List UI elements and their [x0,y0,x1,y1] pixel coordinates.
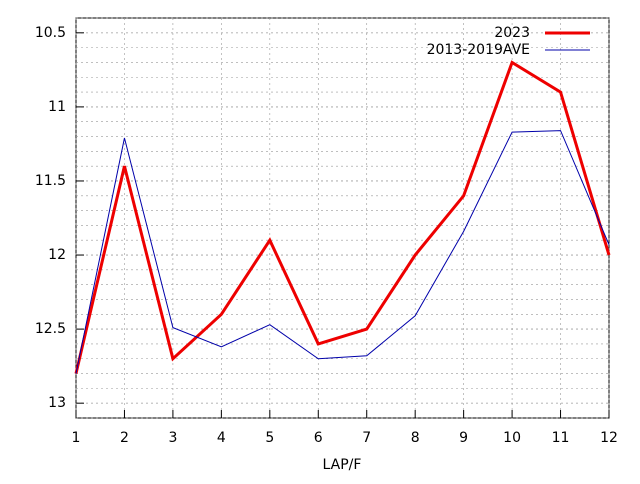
y-tick-label: 12.5 [35,321,66,337]
y-tick-label: 11.5 [35,173,66,189]
x-tick-label: 12 [600,430,618,446]
x-tick-label: 7 [362,430,371,446]
x-tick-label: 6 [314,430,323,446]
line-series [74,60,611,374]
x-tick-label: 2 [120,430,129,446]
x-tick-label: 9 [459,430,468,446]
legend-label: 2023 [494,25,530,41]
legend-label: 2013-2019AVE [427,42,530,58]
x-axis-label: LAP/F [323,457,362,473]
plot-frame [75,17,610,419]
y-tick-label: 10.5 [35,25,66,41]
x-tick-label: 5 [265,430,274,446]
y-tick-label: 12 [48,247,66,263]
x-tick-label: 3 [168,430,177,446]
x-tick-label: 4 [217,430,226,446]
y-tick-label: 11 [48,99,66,115]
x-tick-label: 11 [552,430,570,446]
y-tick-label: 13 [48,395,66,411]
x-tick-label: 8 [411,430,420,446]
line-series [75,130,610,374]
x-tick-label: 10 [503,430,521,446]
x-tick-label: 1 [72,430,81,446]
